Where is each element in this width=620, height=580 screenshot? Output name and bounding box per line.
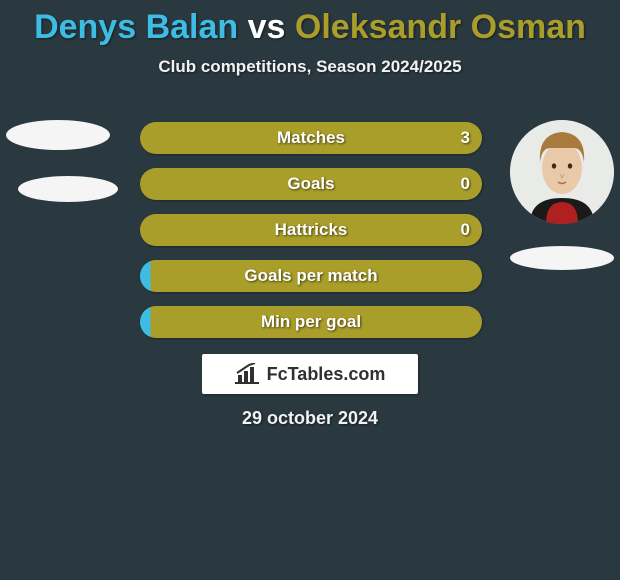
player1-avatar-placeholder: [6, 120, 110, 150]
player1-flag-placeholder: [18, 176, 118, 202]
page-title: Denys Balan vs Oleksandr Osman: [0, 0, 620, 47]
stat-right-value: 0: [461, 168, 470, 200]
player2-column: [510, 120, 614, 270]
stat-bar: Matches3: [140, 122, 482, 154]
player2-avatar-svg: [510, 120, 614, 224]
stat-label: Goals: [140, 168, 482, 200]
player2-flag-placeholder: [510, 246, 614, 270]
stat-label: Min per goal: [140, 306, 482, 338]
stat-right-value: 3: [461, 122, 470, 154]
player2-avatar: [510, 120, 614, 224]
date-text: 29 october 2024: [0, 408, 620, 429]
stat-label: Goals per match: [140, 260, 482, 292]
stats-bars: Matches3Goals0Hattricks0Goals per matchM…: [140, 122, 482, 352]
stat-right-value: 0: [461, 214, 470, 246]
stat-bar: Hattricks0: [140, 214, 482, 246]
stat-label: Hattricks: [140, 214, 482, 246]
stat-bar: Min per goal: [140, 306, 482, 338]
title-player2: Oleksandr Osman: [295, 8, 586, 46]
logo-text: FcTables.com: [267, 364, 386, 385]
player1-column: [6, 120, 110, 202]
title-vs: vs: [238, 8, 295, 46]
stat-bar: Goals per match: [140, 260, 482, 292]
subtitle: Club competitions, Season 2024/2025: [0, 57, 620, 77]
stat-bar: Goals0: [140, 168, 482, 200]
title-player1: Denys Balan: [34, 8, 238, 46]
logo-box: FcTables.com: [202, 354, 418, 394]
stat-label: Matches: [140, 122, 482, 154]
logo-chart-icon: [235, 363, 263, 385]
